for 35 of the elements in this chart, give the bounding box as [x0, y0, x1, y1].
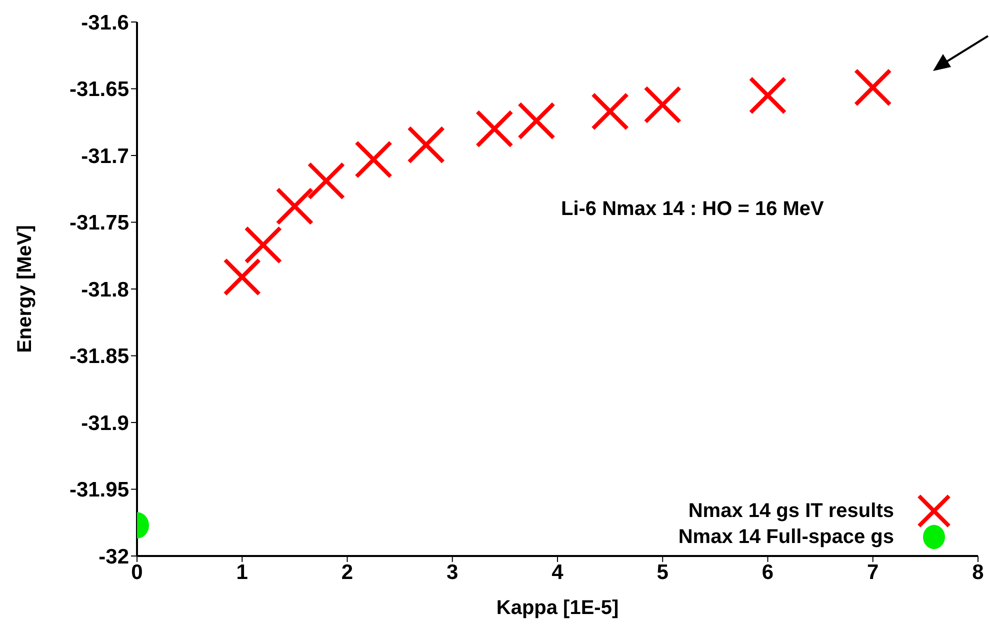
legend-label: Nmax 14 Full-space gs	[678, 526, 894, 548]
y-tick-label: -31.85	[69, 345, 130, 368]
point	[517, 102, 556, 140]
point	[244, 226, 282, 264]
y-tick-label: -31.7	[81, 144, 129, 168]
point	[223, 258, 262, 296]
point	[475, 110, 514, 148]
x-tick-label: 0	[131, 560, 143, 584]
x-tick-label: 1	[236, 560, 248, 584]
point	[276, 187, 314, 226]
y-tick-label: -31.65	[69, 78, 130, 102]
y-tick-label: -31.6	[81, 11, 129, 34]
point	[354, 140, 393, 179]
point	[854, 68, 892, 106]
y-tick-label: -32	[98, 545, 129, 568]
y-tick-label: -31.8	[81, 278, 130, 302]
x-tick-label: 7	[867, 560, 879, 584]
x-tick-label: 6	[762, 560, 774, 584]
x-tick-label: 8	[972, 560, 984, 584]
y-axis-title: Energy [MeV]	[14, 225, 36, 353]
y-tick-label: -31.9	[81, 412, 129, 435]
y-tick-label: -31.95	[69, 478, 130, 502]
point	[748, 76, 787, 114]
point	[591, 92, 630, 130]
x-tick-label: 2	[341, 560, 354, 584]
x-tick-label: 4	[552, 560, 564, 584]
point	[307, 162, 346, 200]
y-tick-label: -31.75	[69, 212, 130, 235]
point	[407, 126, 446, 164]
x-axis-title: Kappa [1E-5]	[496, 597, 619, 619]
x-tick-label: 3	[446, 560, 458, 584]
legend-label: Nmax 14 gs IT results	[688, 500, 894, 522]
point	[644, 86, 682, 124]
annotation: Li-6 Nmax 14 : HO = 16 MeV	[561, 198, 824, 221]
x-tick-label: 5	[656, 560, 669, 584]
